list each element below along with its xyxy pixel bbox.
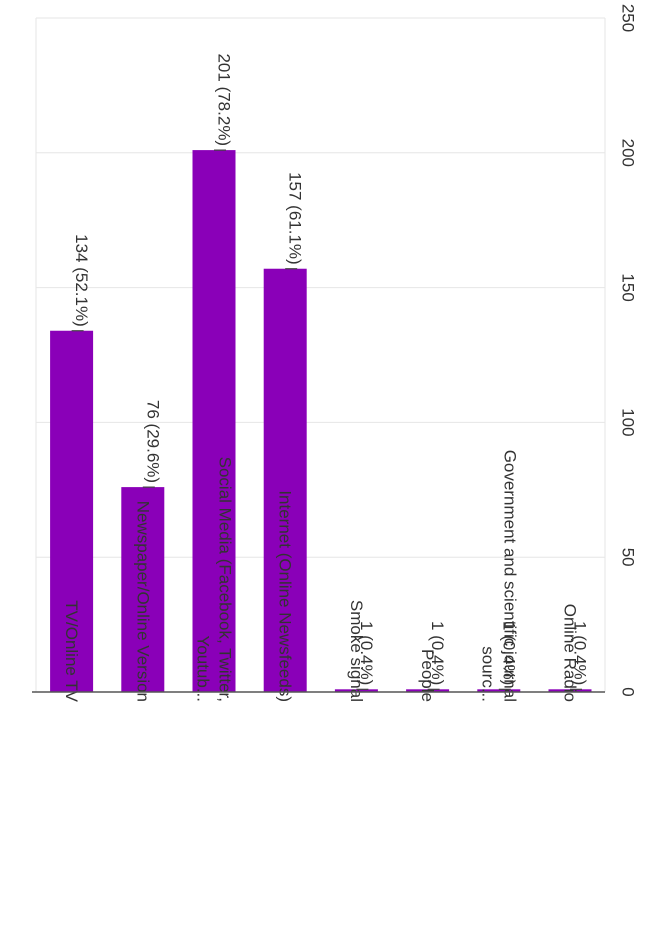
category-label-1: Newspaper/Online Version	[133, 501, 152, 702]
data-label-3: 157 (61.1%)	[286, 172, 305, 265]
bar-0	[50, 330, 94, 692]
category-label-3: Internet (Online Newsfeeds)	[276, 490, 295, 702]
category-label-5: People	[418, 649, 437, 702]
category-label-4: Smoke signal	[347, 600, 366, 702]
tick-label-200: 200	[619, 139, 638, 167]
category-labels: TV/Online TV Newspaper/Online Version Soci…	[62, 450, 579, 703]
tick-label-0: 0	[619, 687, 638, 696]
data-label-5: 1 (0.4%)	[428, 621, 447, 685]
value-axis-tick-labels: 0 50 100 150 200 250	[619, 4, 638, 697]
bar-4	[334, 689, 378, 692]
data-label-7: 1 (0.4%)	[571, 621, 590, 685]
category-label-7: Online Radio	[561, 604, 580, 702]
tick-label-250: 250	[619, 4, 638, 32]
data-label-0: 134 (52.1%)	[72, 234, 91, 327]
bar-6	[477, 689, 521, 692]
data-label-1: 76 (29.6%)	[143, 400, 162, 483]
plot-area: 134 (52.1%) 76 (29.6%) 201 (78.2%) 157 (61.…	[32, 4, 638, 703]
category-label-6-line-1: sourc...	[478, 646, 497, 702]
bar-1	[121, 487, 165, 692]
bar-5	[406, 689, 450, 692]
tick-label-100: 100	[619, 408, 638, 436]
category-label-2-line-1: Youtub...	[194, 636, 213, 703]
category-label-6-line-0: Government and scientific journal	[500, 450, 519, 702]
data-label-4: 1 (0.4%)	[357, 621, 376, 685]
tick-label-50: 50	[619, 548, 638, 567]
bar-2	[192, 150, 236, 692]
bars	[50, 150, 592, 692]
data-label-2: 201 (78.2%)	[215, 53, 234, 146]
category-label-2-line-0: Social Media (Facebook, Twitter,	[216, 457, 235, 702]
bar-3	[263, 268, 307, 692]
bar-7	[548, 689, 592, 692]
data-label-leaders	[71, 149, 582, 690]
data-label-6: 1 (0.4%)	[499, 621, 518, 685]
category-label-0: TV/Online TV	[62, 600, 81, 702]
data-labels: 134 (52.1%) 76 (29.6%) 201 (78.2%) 157 (61.…	[72, 53, 589, 685]
tick-label-150: 150	[619, 273, 638, 301]
